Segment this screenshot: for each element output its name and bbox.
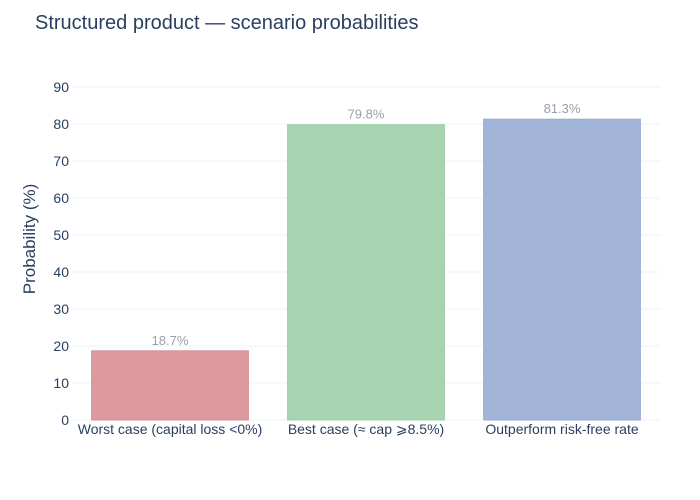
y-tick-label: 40	[53, 264, 69, 280]
y-tick-label: 80	[53, 116, 69, 132]
x-tick-labels: Worst case (capital loss <0%) Best case (…	[78, 421, 639, 437]
bar	[287, 124, 445, 421]
y-tick-label: 70	[53, 153, 69, 169]
bars	[91, 118, 641, 421]
y-tick-label: 50	[53, 227, 69, 243]
bar	[91, 350, 249, 421]
x-tick-label: Worst case (capital loss <0%)	[78, 421, 263, 437]
data-labels: 18.7% 79.8% 81.3%	[152, 101, 581, 348]
x-tick-label: Best case (≈ cap ⩾8.5%)	[288, 421, 444, 437]
y-tick-label: 90	[53, 79, 69, 95]
y-tick-label: 20	[53, 338, 69, 354]
bar-data-label: 81.3%	[544, 101, 581, 116]
bar-data-label: 18.7%	[152, 333, 189, 348]
bar-data-label: 79.8%	[348, 107, 385, 122]
y-tick-labels: 0 10 20 30 40 50 60 70 80 90	[53, 79, 69, 428]
y-tick-label: 60	[53, 190, 69, 206]
bar	[483, 118, 641, 421]
y-tick-label: 10	[53, 375, 69, 391]
y-tick-label: 0	[61, 412, 69, 428]
chart-title: Structured product — scenario probabilit…	[35, 12, 419, 34]
x-tick-label: Outperform risk-free rate	[485, 421, 638, 437]
y-axis-label: Probability (%)	[20, 184, 39, 295]
y-tick-label: 30	[53, 301, 69, 317]
